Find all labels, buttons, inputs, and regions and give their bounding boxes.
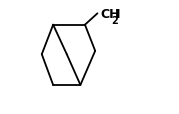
Text: CH: CH	[100, 8, 120, 21]
Text: I: I	[116, 8, 121, 21]
Text: 2: 2	[112, 15, 118, 25]
